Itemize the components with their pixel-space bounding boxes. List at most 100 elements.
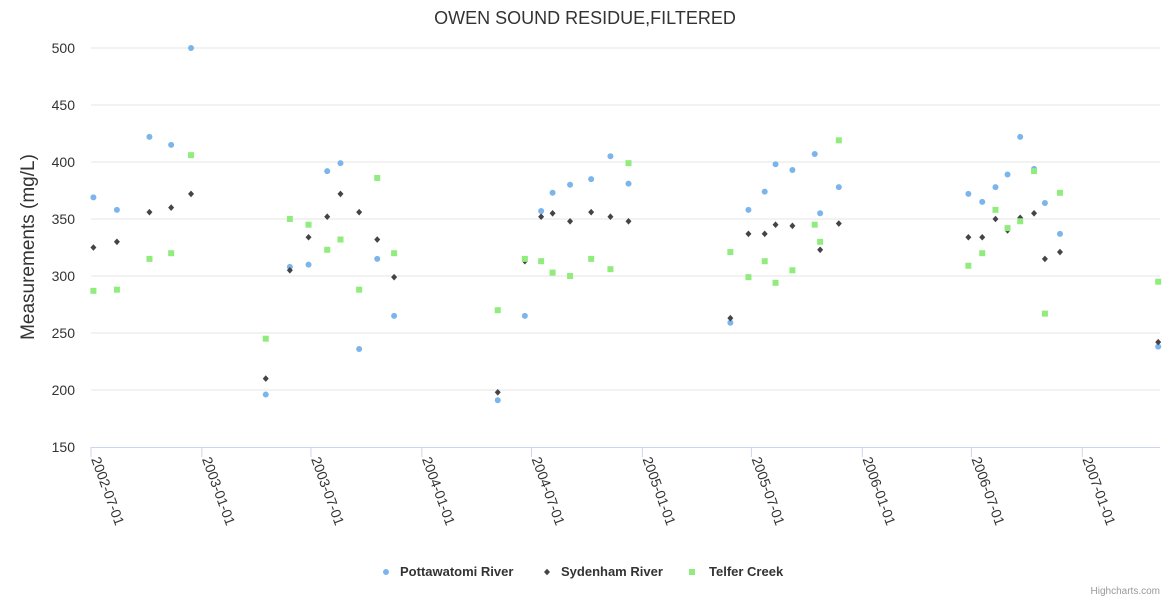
data-point xyxy=(772,279,779,286)
data-point xyxy=(1056,189,1063,196)
data-point xyxy=(1004,171,1011,178)
data-point xyxy=(588,255,595,262)
x-tick-label: 2004-07-01 xyxy=(529,455,569,528)
data-point xyxy=(356,286,363,293)
data-point xyxy=(789,166,796,173)
x-tick-label: 2005-07-01 xyxy=(749,455,789,528)
data-point xyxy=(1155,343,1162,350)
data-point xyxy=(811,221,818,228)
data-point xyxy=(356,345,363,352)
data-point xyxy=(90,194,97,201)
data-point xyxy=(549,269,556,276)
data-point xyxy=(979,233,986,241)
data-point xyxy=(286,267,293,274)
data-point xyxy=(1031,210,1038,217)
legend-item-label: Telfer Creek xyxy=(709,564,784,579)
data-point xyxy=(745,206,752,213)
y-axis-label: Measurements (mg/L) xyxy=(18,154,39,340)
data-point xyxy=(538,213,545,221)
data-point xyxy=(1155,278,1162,285)
data-point xyxy=(188,45,195,51)
data-point xyxy=(1017,214,1024,222)
data-point xyxy=(262,335,269,342)
data-point xyxy=(607,213,614,221)
data-point xyxy=(761,188,768,195)
data-point xyxy=(374,255,381,262)
data-point xyxy=(979,198,986,205)
data-point xyxy=(324,246,331,253)
y-tick-label: 450 xyxy=(52,97,76,113)
chart-title: OWEN SOUND RESIDUE,FILTERED xyxy=(434,8,736,28)
data-point xyxy=(745,230,752,238)
data-point xyxy=(607,266,614,273)
data-point xyxy=(625,180,632,187)
data-point xyxy=(772,161,779,168)
data-point xyxy=(817,246,824,254)
y-tick-label: 250 xyxy=(52,325,76,341)
data-point xyxy=(146,255,153,262)
legend-marker xyxy=(689,569,695,575)
legend: Pottawatomi River Sydenham River Telfer Cr… xyxy=(383,564,784,579)
data-point xyxy=(979,250,986,257)
data-point xyxy=(1056,248,1063,256)
y-tick-label: 400 xyxy=(52,154,76,170)
data-point xyxy=(521,255,528,262)
data-point xyxy=(146,133,153,140)
data-point xyxy=(835,220,842,227)
data-point xyxy=(965,262,972,269)
x-tick-label: 2005-01-01 xyxy=(640,455,680,528)
data-point xyxy=(1004,225,1011,232)
data-point xyxy=(324,168,331,175)
data-point xyxy=(549,189,556,196)
legend-marker xyxy=(544,568,550,576)
data-point xyxy=(1056,230,1063,237)
data-point xyxy=(761,258,768,265)
data-point xyxy=(1155,338,1162,346)
data-point xyxy=(1017,218,1024,225)
credits-link[interactable]: Highcharts.com xyxy=(1091,586,1160,597)
data-point xyxy=(286,263,293,270)
data-point xyxy=(494,307,501,314)
y-tick-label: 500 xyxy=(52,40,76,56)
x-tick-label: 2002-07-01 xyxy=(88,455,128,528)
data-point xyxy=(521,312,528,319)
data-point xyxy=(90,287,97,294)
data-point xyxy=(538,258,545,265)
data-point xyxy=(337,160,344,167)
y-axis-ticks: 150 200 250 300 350 400 450 500 xyxy=(52,40,76,455)
data-point xyxy=(494,388,501,396)
data-point xyxy=(811,151,818,158)
data-point xyxy=(1041,255,1048,263)
data-point xyxy=(113,238,120,246)
data-point xyxy=(625,217,632,225)
data-point xyxy=(1041,310,1048,317)
data-points xyxy=(90,45,1162,404)
data-point xyxy=(305,261,312,268)
data-point xyxy=(789,222,796,230)
data-point xyxy=(324,213,331,221)
data-point xyxy=(817,210,824,217)
data-point xyxy=(337,236,344,243)
data-point xyxy=(789,267,796,274)
x-tick-label: 2003-07-01 xyxy=(308,455,348,528)
y-tick-label: 350 xyxy=(52,211,76,227)
data-point xyxy=(607,153,614,160)
data-point xyxy=(625,160,632,167)
data-point xyxy=(1041,200,1048,207)
y-tick-label: 300 xyxy=(52,268,76,284)
data-point xyxy=(391,312,398,319)
data-point xyxy=(168,204,175,211)
data-point xyxy=(992,206,999,213)
data-point xyxy=(727,319,734,326)
data-point xyxy=(168,250,175,257)
data-point xyxy=(337,190,344,198)
data-point xyxy=(835,137,842,144)
data-point xyxy=(305,221,312,228)
data-point xyxy=(391,273,398,281)
data-point xyxy=(188,152,195,159)
data-point xyxy=(992,215,999,223)
data-point xyxy=(761,230,768,238)
data-point xyxy=(262,375,269,382)
data-point xyxy=(113,286,120,293)
data-point xyxy=(992,184,999,191)
